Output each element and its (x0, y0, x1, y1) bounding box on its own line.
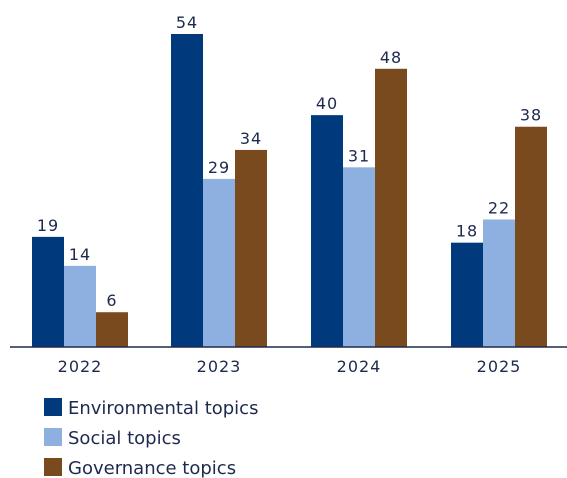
data-label: 6 (106, 291, 117, 310)
bar-2025-social-topics (483, 219, 515, 347)
data-label: 40 (316, 94, 338, 113)
legend-label: Environmental topics (68, 398, 258, 419)
data-label: 48 (380, 48, 402, 67)
x-tick-label: 2023 (197, 357, 242, 376)
bar-2023-environmental-topics (171, 34, 203, 347)
bar-2022-governance-topics (96, 312, 128, 347)
bar-2024-environmental-topics (311, 115, 343, 347)
legend-label: Social topics (68, 428, 181, 449)
legend: Environmental topics Social topics Governa… (44, 398, 258, 478)
x-tick-label: 2022 (58, 357, 103, 376)
value-labels-group: 19 14 6 54 29 34 40 31 48 18 22 38 (37, 13, 542, 310)
bars-group (32, 34, 547, 348)
data-label: 29 (208, 158, 230, 177)
x-tick-label: 2025 (477, 357, 522, 376)
bar-2024-social-topics (343, 167, 375, 347)
data-label: 31 (348, 146, 370, 165)
bar-2022-environmental-topics (32, 236, 64, 347)
bar-2023-governance-topics (235, 149, 267, 347)
legend-swatch (44, 458, 62, 476)
legend-label: Governance topics (68, 458, 236, 478)
x-tick-label: 2024 (337, 357, 382, 376)
data-label: 18 (456, 222, 478, 241)
data-label: 19 (37, 216, 59, 235)
data-label: 38 (520, 106, 542, 125)
legend-swatch (44, 398, 62, 416)
data-label: 54 (176, 13, 198, 32)
legend-swatch (44, 428, 62, 446)
x-tick-labels-group: 2022 2023 2024 2025 (58, 357, 522, 376)
data-label: 34 (240, 129, 262, 148)
bar-2023-social-topics (203, 178, 235, 347)
bar-2022-social-topics (64, 265, 96, 347)
data-label: 22 (488, 198, 510, 217)
bar-2024-governance-topics (375, 68, 407, 348)
bar-2025-environmental-topics (451, 242, 483, 347)
data-label: 14 (69, 245, 91, 264)
bar-2025-governance-topics (515, 126, 547, 347)
